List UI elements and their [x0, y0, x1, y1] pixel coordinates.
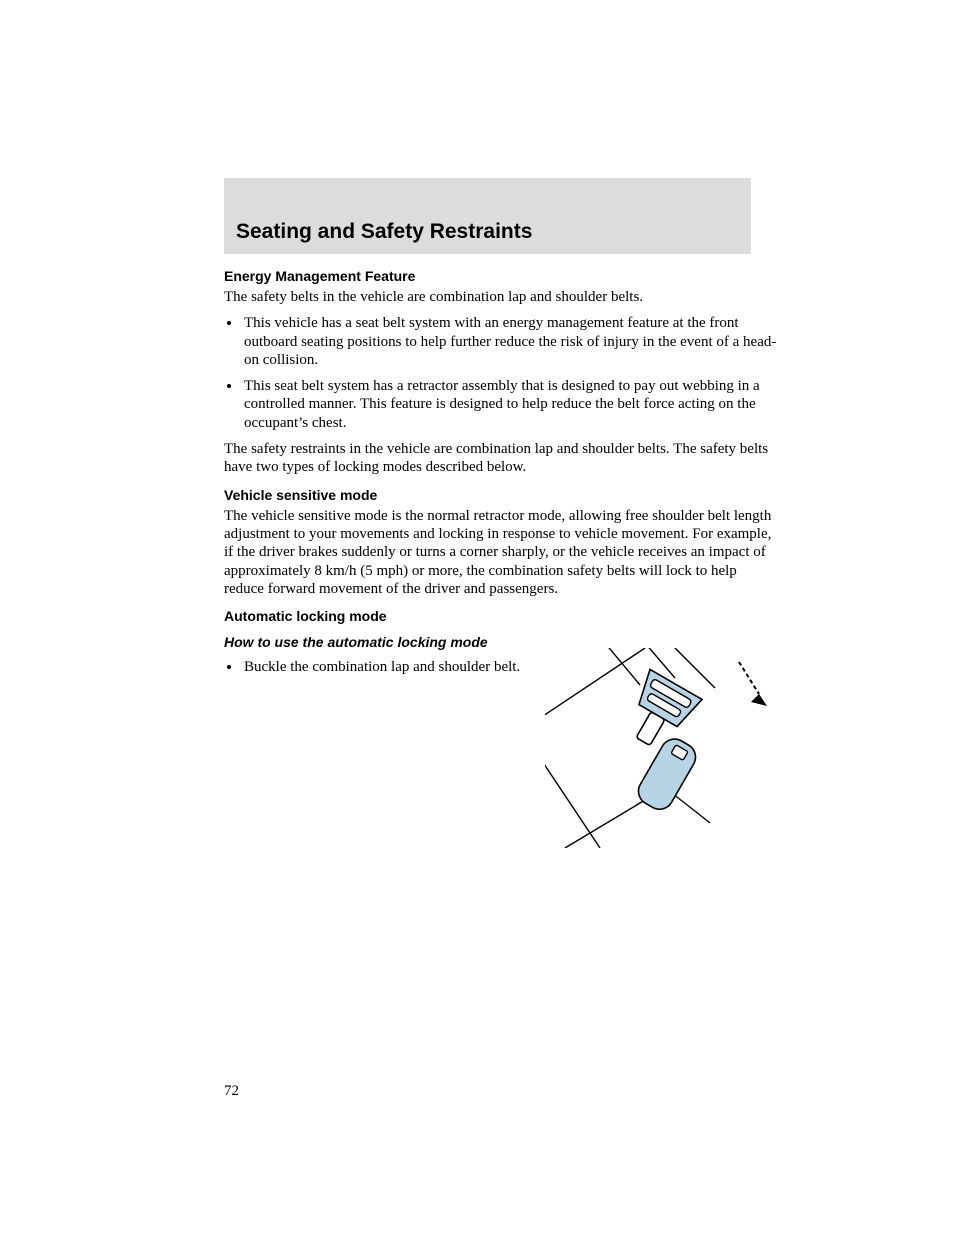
energy-bullet-list: This vehicle has a seat belt system with…: [224, 314, 777, 432]
section-header-band: Seating and Safety Restraints: [224, 178, 751, 254]
howto-bullet: Buckle the combination lap and shoulder …: [242, 658, 531, 676]
insert-arrow-icon: [739, 662, 767, 706]
howto-text-col: Buckle the combination lap and shoulder …: [224, 654, 531, 684]
energy-outro: The safety restraints in the vehicle are…: [224, 440, 777, 477]
howto-row: Buckle the combination lap and shoulder …: [224, 654, 777, 848]
section-title: Seating and Safety Restraints: [236, 220, 751, 244]
buckle-receptacle-icon: [633, 734, 700, 814]
document-page: Seating and Safety Restraints Energy Man…: [0, 0, 954, 1235]
subheading-auto-mode: Automatic locking mode: [224, 608, 777, 624]
buckle-tongue-icon: [617, 670, 702, 757]
energy-bullet: This seat belt system has a retractor as…: [242, 377, 777, 432]
vehicle-mode-body: The vehicle sensitive mode is the normal…: [224, 507, 777, 598]
subheading-energy: Energy Management Feature: [224, 268, 777, 284]
subheading-vehicle-mode: Vehicle sensitive mode: [224, 487, 777, 503]
page-number: 72: [224, 1083, 239, 1100]
energy-bullet: This vehicle has a seat belt system with…: [242, 314, 777, 369]
howto-bullet-list: Buckle the combination lap and shoulder …: [224, 658, 531, 676]
seatbelt-buckle-icon: [545, 648, 777, 848]
energy-intro: The safety belts in the vehicle are comb…: [224, 288, 777, 306]
